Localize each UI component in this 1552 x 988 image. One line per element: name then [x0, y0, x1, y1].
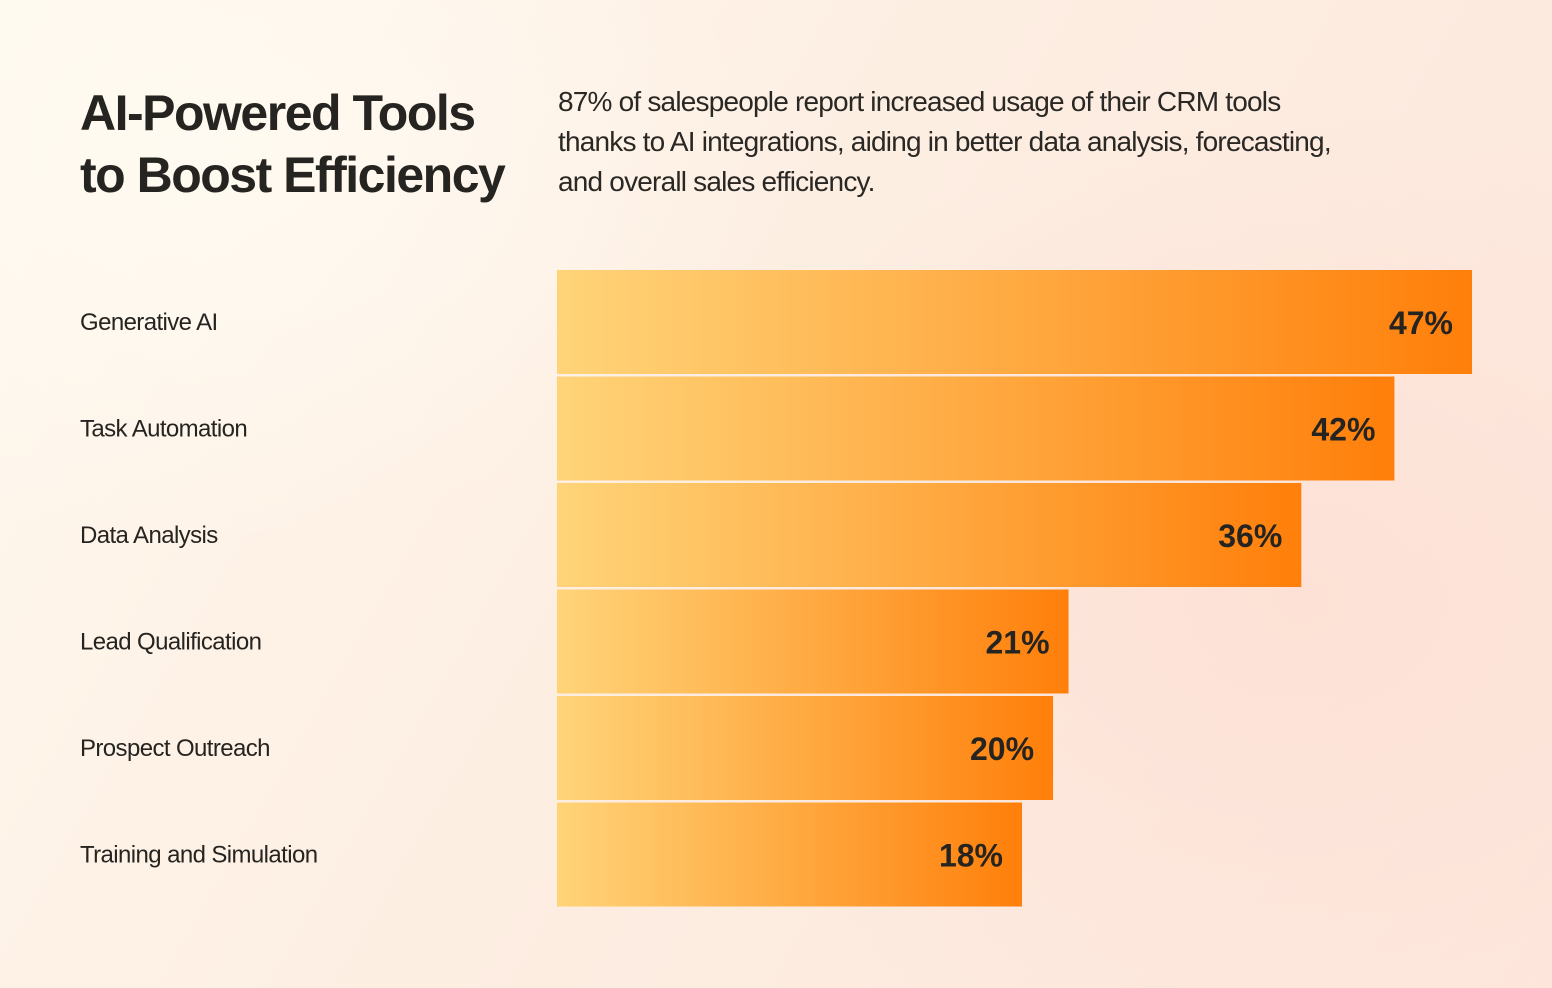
category-label-data-analysis: Data Analysis [80, 522, 218, 549]
bar-task-automation [557, 376, 1395, 481]
chart-title: AI-Powered Tools to Boost Efficiency [80, 82, 506, 206]
category-label-lead-qualification: Lead Qualification [80, 629, 261, 656]
bar-data-analysis [557, 483, 1302, 587]
bar-generative-ai [557, 270, 1472, 374]
subtitle-line-3: and overall sales efficiency. [558, 166, 875, 197]
chart-title-line-2: to Boost Efficiency [80, 147, 506, 203]
category-label-task-automation: Task Automation [80, 416, 247, 443]
subtitle-line-1: 87% of salespeople report increased usag… [558, 86, 1281, 117]
bar-training-and-simulation [557, 802, 1022, 907]
bar-lead-qualification [557, 589, 1069, 694]
value-label-prospect-outreach: 20% [970, 731, 1034, 767]
chart-subtitle: 87% of salespeople report increased usag… [558, 82, 1458, 202]
value-label-training-and-simulation: 18% [939, 838, 1003, 874]
bar-prospect-outreach [557, 696, 1054, 800]
value-label-data-analysis: 36% [1218, 518, 1282, 554]
chart-title-line-1: AI-Powered Tools [80, 85, 476, 141]
category-label-training-and-simulation: Training and Simulation [80, 842, 317, 869]
value-label-generative-ai: 47% [1389, 305, 1453, 341]
bars-group: Generative AI 47% Task Automation 42% Data A… [80, 270, 1472, 907]
subtitle-line-2: thanks to AI integrations, aiding in bet… [558, 126, 1332, 157]
value-label-task-automation: 42% [1311, 412, 1375, 448]
category-label-generative-ai: Generative AI [80, 309, 218, 336]
category-label-prospect-outreach: Prospect Outreach [80, 735, 270, 762]
value-label-lead-qualification: 21% [986, 625, 1050, 661]
